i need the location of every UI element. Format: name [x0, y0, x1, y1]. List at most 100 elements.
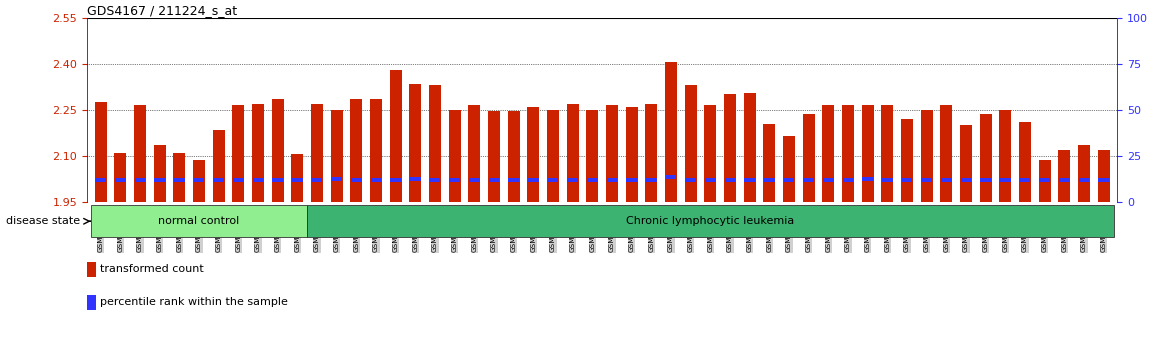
Bar — [999, 110, 1011, 202]
Bar — [371, 178, 381, 182]
Bar — [784, 178, 794, 182]
Bar — [548, 178, 558, 182]
Bar — [725, 178, 735, 182]
Bar — [115, 178, 125, 182]
Bar — [666, 175, 676, 179]
Bar — [645, 104, 658, 202]
Bar — [940, 105, 952, 202]
Bar — [607, 178, 617, 182]
Bar — [174, 178, 184, 182]
Bar — [87, 262, 95, 277]
Bar — [1020, 178, 1031, 182]
Bar — [489, 178, 499, 182]
Bar — [272, 178, 283, 182]
Bar — [823, 178, 834, 182]
Bar — [331, 110, 343, 202]
Bar — [922, 178, 932, 182]
Text: Chronic lymphocytic leukemia: Chronic lymphocytic leukemia — [626, 216, 794, 226]
Bar — [312, 104, 323, 202]
Bar — [307, 205, 1114, 237]
Bar — [665, 62, 677, 202]
Bar — [606, 105, 618, 202]
Bar — [351, 178, 361, 182]
Text: normal control: normal control — [159, 216, 240, 226]
Bar — [390, 178, 401, 182]
Bar — [764, 178, 775, 182]
Bar — [351, 99, 362, 202]
Bar — [1060, 178, 1070, 182]
Bar — [1040, 178, 1050, 182]
Bar — [95, 178, 105, 182]
Text: GDS4167 / 211224_s_at: GDS4167 / 211224_s_at — [87, 4, 237, 17]
Bar — [488, 111, 500, 202]
Bar — [430, 178, 440, 182]
Text: disease state: disease state — [6, 216, 80, 226]
Bar — [154, 178, 164, 182]
Bar — [862, 105, 873, 202]
Bar — [410, 84, 422, 202]
Bar — [981, 178, 991, 182]
Bar — [449, 178, 460, 182]
Bar — [921, 110, 932, 202]
Bar — [567, 178, 578, 182]
Bar — [213, 130, 225, 202]
Bar — [371, 99, 382, 202]
Bar — [1039, 160, 1050, 202]
Bar — [193, 178, 204, 182]
Bar — [312, 178, 322, 182]
Bar — [804, 178, 814, 182]
Bar — [743, 93, 755, 202]
Bar — [822, 105, 834, 202]
Bar — [882, 178, 893, 182]
Bar — [1001, 178, 1011, 182]
Bar — [1098, 150, 1109, 202]
Bar — [292, 154, 303, 202]
Bar — [1079, 178, 1090, 182]
Bar — [646, 178, 657, 182]
Bar — [783, 136, 794, 202]
Bar — [843, 178, 853, 182]
Bar — [507, 111, 520, 202]
Bar — [902, 178, 913, 182]
Bar — [292, 178, 302, 182]
Bar — [704, 105, 717, 202]
Bar — [1099, 178, 1109, 182]
Bar — [87, 295, 95, 310]
Bar — [90, 205, 307, 237]
Bar — [547, 110, 559, 202]
Bar — [625, 107, 638, 202]
Bar — [1078, 145, 1090, 202]
Bar — [684, 85, 697, 202]
Bar — [941, 178, 952, 182]
Text: percentile rank within the sample: percentile rank within the sample — [100, 297, 288, 307]
Bar — [724, 95, 735, 202]
Bar — [686, 178, 696, 182]
Bar — [1058, 150, 1070, 202]
Bar — [881, 105, 893, 202]
Bar — [528, 178, 538, 182]
Bar — [527, 107, 540, 202]
Bar — [430, 85, 441, 202]
Bar — [115, 153, 126, 202]
Bar — [587, 178, 598, 182]
Bar — [763, 124, 775, 202]
Bar — [469, 105, 481, 202]
Bar — [449, 110, 461, 202]
Bar — [252, 178, 263, 182]
Bar — [134, 105, 146, 202]
Bar — [980, 114, 991, 202]
Bar — [233, 105, 244, 202]
Bar — [174, 153, 185, 202]
Bar — [960, 125, 972, 202]
Bar — [626, 178, 637, 182]
Bar — [233, 178, 243, 182]
Bar — [863, 177, 873, 181]
Bar — [390, 70, 402, 202]
Bar — [745, 178, 755, 182]
Bar — [802, 114, 814, 202]
Bar — [272, 99, 284, 202]
Bar — [586, 110, 599, 202]
Bar — [95, 102, 107, 202]
Bar — [842, 105, 853, 202]
Bar — [469, 178, 479, 182]
